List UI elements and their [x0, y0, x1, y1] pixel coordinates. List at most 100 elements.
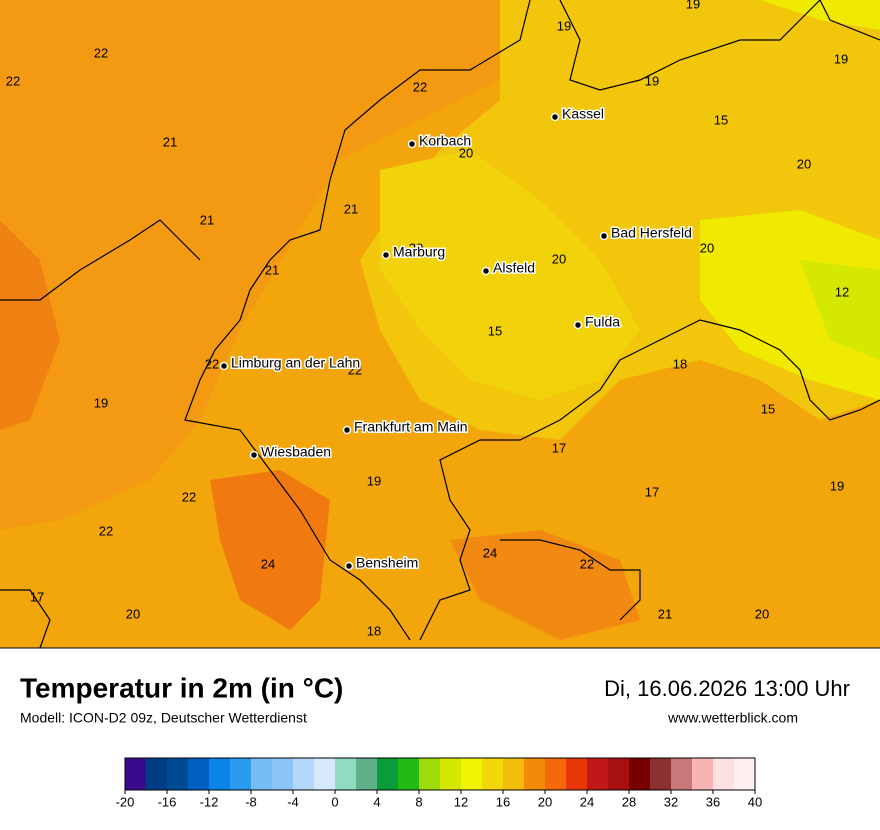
state-border: [419, 319, 880, 641]
city-label: Kassel: [562, 106, 604, 122]
state-border: [0, 589, 51, 649]
temperature-label: 20: [755, 606, 769, 621]
temperature-label: 22: [99, 523, 113, 538]
city-dot: [342, 425, 352, 435]
color-swatch: [629, 758, 650, 790]
hot-area: [0, 220, 60, 430]
temperature-label: 19: [830, 478, 844, 493]
temperature-label: 20: [459, 145, 473, 160]
temperature-label: 20: [126, 606, 140, 621]
colorbar-tick-label: 0: [331, 794, 338, 809]
temperature-label: 19: [686, 0, 700, 11]
color-swatch: [356, 758, 377, 790]
color-swatch: [482, 758, 503, 790]
color-swatch: [335, 758, 356, 790]
city-label: Fulda: [585, 314, 620, 330]
colorbar-tick-label: -4: [287, 794, 299, 809]
color-swatch: [251, 758, 272, 790]
temperature-label: 19: [367, 473, 381, 488]
color-swatch: [167, 758, 188, 790]
temperature-label: 19: [834, 51, 848, 66]
temperature-label: 15: [761, 401, 775, 416]
color-swatch: [524, 758, 545, 790]
color-swatch: [146, 758, 167, 790]
map: 19 19 22 19 22 22 19 15 21 20 20 21 21 20 20 20 21 12 15 18…: [0, 0, 880, 649]
color-swatch: [461, 758, 482, 790]
city-dot: [344, 561, 354, 571]
state-border: [500, 539, 641, 621]
color-swatch: [377, 758, 398, 790]
color-swatch: [230, 758, 251, 790]
date: Di, 16.06.2026 13:00 Uhr: [604, 676, 850, 701]
city-label: Wiesbaden: [261, 444, 331, 460]
colorbar-tick-label: 28: [622, 794, 636, 809]
city-label: Bad Hersfeld: [611, 225, 692, 241]
temperature-label: 22: [348, 362, 362, 377]
city-dot: [550, 112, 560, 122]
color-swatch: [545, 758, 566, 790]
colorbar-tick-label: 16: [496, 794, 510, 809]
temperature-label: 22: [94, 45, 108, 60]
temperature-label: 17: [30, 589, 44, 604]
color-swatch: [692, 758, 713, 790]
colorbar-tick-label: 8: [415, 794, 422, 809]
city-label: Marburg: [393, 244, 445, 260]
colorbar-tick-label: 20: [538, 794, 552, 809]
temperature-label: 19: [94, 395, 108, 410]
city-label: Alsfeld: [493, 260, 535, 276]
city-label: Bensheim: [356, 555, 418, 571]
cooler-area: [600, 0, 880, 30]
color-swatch: [188, 758, 209, 790]
temperature-label: 15: [714, 112, 728, 127]
colorbar: -20 -16 -12 -8 -4 0 4 8 12 16 20 24 28 32 36 40: [116, 757, 762, 809]
color-swatch: [650, 758, 671, 790]
colorbar-frame: [124, 757, 756, 791]
temperature-label: 24: [261, 556, 275, 571]
colorbar-tick-label: -16: [158, 794, 177, 809]
temperature-label: 21: [344, 201, 358, 216]
temperature-label: 22: [182, 489, 196, 504]
temperature-label: 20: [700, 240, 714, 255]
color-swatch: [314, 758, 335, 790]
temperature-label: 17: [552, 440, 566, 455]
warm-area: [0, 0, 520, 530]
temperature-label: 22: [6, 73, 20, 88]
state-border: [184, 0, 531, 641]
coolest-area: [800, 260, 880, 360]
color-swatch: [419, 758, 440, 790]
color-swatch: [398, 758, 419, 790]
temperature-label: 19: [557, 18, 571, 33]
color-swatch: [671, 758, 692, 790]
warm-area: [450, 530, 640, 640]
city-dot: [219, 361, 229, 371]
title: Temperatur in 2m (in °C): [20, 672, 343, 703]
temperature-label: 22: [413, 79, 427, 94]
colorbar-tick-label: 32: [664, 794, 678, 809]
city-label: Korbach: [419, 133, 471, 149]
city-dot: [481, 266, 491, 276]
temperature-label: 24: [483, 545, 497, 560]
temperature-label: 21: [200, 212, 214, 227]
temperature-label: 21: [658, 606, 672, 621]
color-swatch: [587, 758, 608, 790]
color-swatch: [440, 758, 461, 790]
temperature-label: 17: [645, 484, 659, 499]
temperature-label: 12: [835, 284, 849, 299]
temperature-label: 22: [580, 556, 594, 571]
colorbar-tick-label: 4: [373, 794, 380, 809]
color-swatch: [293, 758, 314, 790]
color-swatch: [209, 758, 230, 790]
website: www.wetterblick.com: [667, 710, 798, 726]
color-swatch: [272, 758, 293, 790]
city-dot: [407, 139, 417, 149]
colorbar-tick-label: -12: [200, 794, 219, 809]
city-label: Limburg an der Lahn: [231, 355, 360, 371]
city-label: Frankfurt am Main: [354, 419, 468, 435]
temperature-label: 21: [163, 134, 177, 149]
state-border: [819, 0, 880, 41]
city-dot: [599, 231, 609, 241]
colorbar-tick-label: 12: [454, 794, 468, 809]
temperature-label: 15: [488, 323, 502, 338]
city-dot: [249, 450, 259, 460]
